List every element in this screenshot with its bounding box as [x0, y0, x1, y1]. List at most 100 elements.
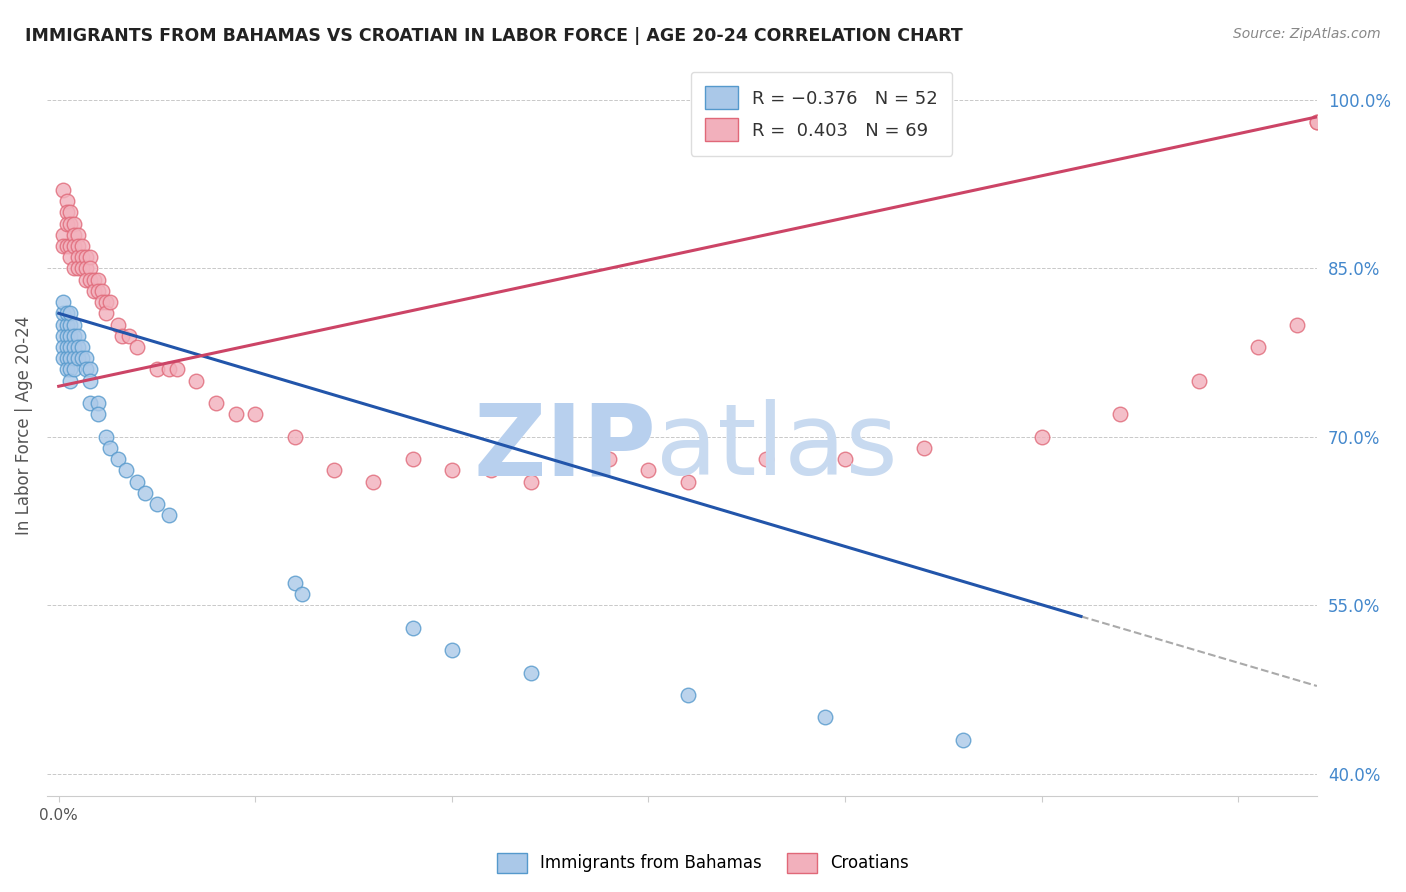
Point [1031, 430, 1053, 444]
Point [52, 351, 75, 366]
Point [59, 374, 82, 388]
Point [107, 452, 129, 467]
Point [157, 362, 180, 376]
Point [67, 250, 90, 264]
Point [440, 463, 463, 477]
Point [59, 306, 82, 320]
Point [83, 284, 105, 298]
Point [67, 340, 90, 354]
Point [87, 408, 110, 422]
Point [205, 396, 228, 410]
Point [59, 362, 82, 376]
Point [87, 272, 110, 286]
Point [59, 351, 82, 366]
Point [75, 261, 97, 276]
Point [322, 463, 344, 477]
Point [63, 261, 86, 276]
Point [79, 272, 101, 286]
Point [361, 475, 384, 489]
Point [59, 239, 82, 253]
Point [110, 328, 132, 343]
Point [55, 362, 77, 376]
Point [67, 227, 90, 242]
Point [1188, 374, 1211, 388]
Point [63, 227, 86, 242]
Point [91, 295, 114, 310]
Point [598, 452, 620, 467]
Point [98, 441, 121, 455]
Point [755, 452, 778, 467]
Point [1247, 340, 1270, 354]
Text: IMMIGRANTS FROM BAHAMAS VS CROATIAN IN LABOR FORCE | AGE 20-24 CORRELATION CHART: IMMIGRANTS FROM BAHAMAS VS CROATIAN IN L… [25, 27, 963, 45]
Point [55, 239, 77, 253]
Point [157, 508, 180, 523]
Point [72, 261, 94, 276]
Legend: R = −0.376   N = 52, R =  0.403   N = 69: R = −0.376 N = 52, R = 0.403 N = 69 [690, 71, 952, 156]
Point [94, 306, 117, 320]
Point [52, 227, 75, 242]
Point [519, 665, 541, 680]
Text: ZIP: ZIP [474, 400, 657, 496]
Point [127, 340, 149, 354]
Point [59, 250, 82, 264]
Point [59, 328, 82, 343]
Point [134, 486, 156, 500]
Point [67, 261, 90, 276]
Point [834, 452, 856, 467]
Point [63, 239, 86, 253]
Point [63, 318, 86, 332]
Point [440, 643, 463, 657]
Point [63, 328, 86, 343]
Point [63, 351, 86, 366]
Point [59, 205, 82, 219]
Point [291, 587, 314, 601]
Point [63, 362, 86, 376]
Point [107, 318, 129, 332]
Point [401, 621, 423, 635]
Point [67, 239, 90, 253]
Point [55, 205, 77, 219]
Point [72, 351, 94, 366]
Point [52, 340, 75, 354]
Point [55, 217, 77, 231]
Point [75, 351, 97, 366]
Point [63, 217, 86, 231]
Point [55, 318, 77, 332]
Point [519, 475, 541, 489]
Point [1306, 115, 1329, 129]
Point [67, 351, 90, 366]
Point [284, 575, 307, 590]
Point [912, 441, 935, 455]
Point [79, 396, 101, 410]
Point [1286, 318, 1309, 332]
Point [814, 710, 837, 724]
Point [75, 250, 97, 264]
Point [75, 272, 97, 286]
Point [52, 306, 75, 320]
Point [72, 239, 94, 253]
Point [1306, 115, 1329, 129]
Point [52, 328, 75, 343]
Point [59, 340, 82, 354]
Point [98, 295, 121, 310]
Point [146, 362, 169, 376]
Point [146, 497, 169, 511]
Point [55, 328, 77, 343]
Point [59, 318, 82, 332]
Point [186, 374, 208, 388]
Point [114, 463, 136, 477]
Point [72, 250, 94, 264]
Point [127, 475, 149, 489]
Point [245, 408, 267, 422]
Point [479, 463, 502, 477]
Point [63, 340, 86, 354]
Point [676, 475, 699, 489]
Point [59, 217, 82, 231]
Point [67, 328, 90, 343]
Point [55, 306, 77, 320]
Point [55, 194, 77, 208]
Point [225, 408, 247, 422]
Point [637, 463, 659, 477]
Point [79, 261, 101, 276]
Point [87, 284, 110, 298]
